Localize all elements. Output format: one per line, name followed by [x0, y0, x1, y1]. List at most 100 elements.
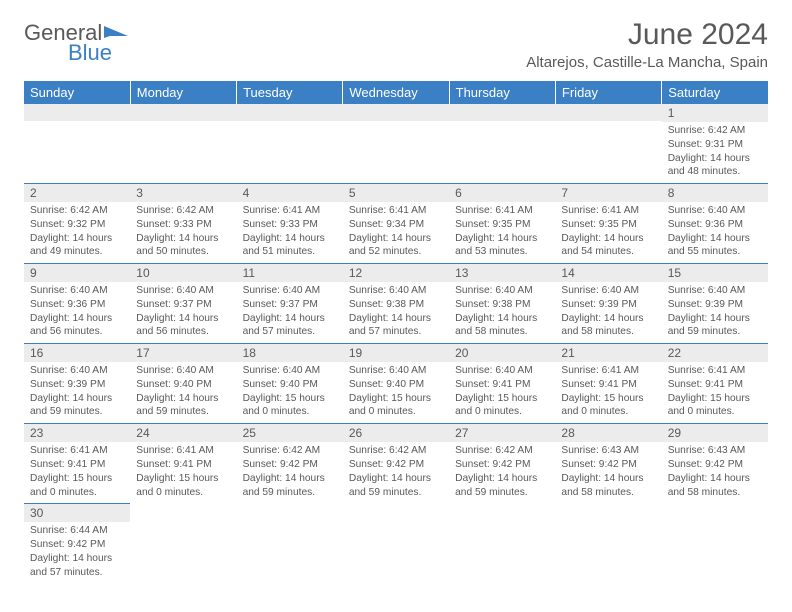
- sunset-text: Sunset: 9:39 PM: [561, 298, 655, 312]
- day-number-empty: [343, 104, 449, 121]
- day-content-empty: [237, 121, 343, 177]
- day-number: 10: [130, 264, 236, 282]
- sunrise-text: Sunrise: 6:41 AM: [349, 204, 443, 218]
- day-header: Sunday: [24, 81, 130, 104]
- location-label: Altarejos, Castille-La Mancha, Spain: [526, 54, 768, 71]
- calendar-cell: 8Sunrise: 6:40 AMSunset: 9:36 PMDaylight…: [662, 184, 768, 264]
- day-header: Friday: [555, 81, 661, 104]
- day-content-empty: [343, 121, 449, 177]
- calendar-header-row: SundayMondayTuesdayWednesdayThursdayFrid…: [24, 81, 768, 104]
- daylight-text: Daylight: 15 hours and 0 minutes.: [30, 472, 124, 500]
- calendar-cell: 3Sunrise: 6:42 AMSunset: 9:33 PMDaylight…: [130, 184, 236, 264]
- day-content: Sunrise: 6:43 AMSunset: 9:42 PMDaylight:…: [555, 442, 661, 503]
- day-number-empty: [130, 504, 236, 521]
- daylight-text: Daylight: 14 hours and 57 minutes.: [243, 312, 337, 340]
- calendar-cell: [343, 504, 449, 584]
- day-number: 5: [343, 184, 449, 202]
- day-number: 11: [237, 264, 343, 282]
- daylight-text: Daylight: 14 hours and 58 minutes.: [668, 472, 762, 500]
- day-header: Thursday: [449, 81, 555, 104]
- sunset-text: Sunset: 9:36 PM: [30, 298, 124, 312]
- daylight-text: Daylight: 14 hours and 54 minutes.: [561, 232, 655, 260]
- daylight-text: Daylight: 14 hours and 59 minutes.: [136, 392, 230, 420]
- day-number: 17: [130, 344, 236, 362]
- page-header: General Blue June 2024 Altarejos, Castil…: [24, 18, 768, 71]
- sunrise-text: Sunrise: 6:41 AM: [30, 444, 124, 458]
- day-number-empty: [237, 504, 343, 521]
- day-header: Saturday: [662, 81, 768, 104]
- calendar-cell: 16Sunrise: 6:40 AMSunset: 9:39 PMDayligh…: [24, 344, 130, 424]
- day-content: Sunrise: 6:40 AMSunset: 9:41 PMDaylight:…: [449, 362, 555, 423]
- daylight-text: Daylight: 15 hours and 0 minutes.: [243, 392, 337, 420]
- daylight-text: Daylight: 14 hours and 56 minutes.: [136, 312, 230, 340]
- sunset-text: Sunset: 9:37 PM: [243, 298, 337, 312]
- calendar-cell: 4Sunrise: 6:41 AMSunset: 9:33 PMDaylight…: [237, 184, 343, 264]
- day-content: Sunrise: 6:40 AMSunset: 9:36 PMDaylight:…: [662, 202, 768, 263]
- day-number: 15: [662, 264, 768, 282]
- daylight-text: Daylight: 15 hours and 0 minutes.: [136, 472, 230, 500]
- daylight-text: Daylight: 14 hours and 48 minutes.: [668, 152, 762, 180]
- day-content-empty: [449, 121, 555, 177]
- sunrise-text: Sunrise: 6:40 AM: [243, 364, 337, 378]
- day-content-empty: [237, 521, 343, 577]
- calendar-cell: 7Sunrise: 6:41 AMSunset: 9:35 PMDaylight…: [555, 184, 661, 264]
- sunset-text: Sunset: 9:39 PM: [30, 378, 124, 392]
- day-content-empty: [130, 521, 236, 577]
- calendar-cell: 9Sunrise: 6:40 AMSunset: 9:36 PMDaylight…: [24, 264, 130, 344]
- sunset-text: Sunset: 9:33 PM: [243, 218, 337, 232]
- day-number: 22: [662, 344, 768, 362]
- day-content: Sunrise: 6:41 AMSunset: 9:41 PMDaylight:…: [24, 442, 130, 503]
- sunrise-text: Sunrise: 6:40 AM: [30, 364, 124, 378]
- sunrise-text: Sunrise: 6:41 AM: [561, 364, 655, 378]
- day-content: Sunrise: 6:41 AMSunset: 9:33 PMDaylight:…: [237, 202, 343, 263]
- day-content: Sunrise: 6:42 AMSunset: 9:31 PMDaylight:…: [662, 122, 768, 183]
- daylight-text: Daylight: 15 hours and 0 minutes.: [668, 392, 762, 420]
- daylight-text: Daylight: 14 hours and 55 minutes.: [668, 232, 762, 260]
- sunset-text: Sunset: 9:34 PM: [349, 218, 443, 232]
- sunset-text: Sunset: 9:35 PM: [455, 218, 549, 232]
- day-content: Sunrise: 6:42 AMSunset: 9:42 PMDaylight:…: [449, 442, 555, 503]
- sunrise-text: Sunrise: 6:42 AM: [30, 204, 124, 218]
- sunrise-text: Sunrise: 6:40 AM: [349, 364, 443, 378]
- sunset-text: Sunset: 9:42 PM: [349, 458, 443, 472]
- calendar-cell: 10Sunrise: 6:40 AMSunset: 9:37 PMDayligh…: [130, 264, 236, 344]
- calendar-cell: 2Sunrise: 6:42 AMSunset: 9:32 PMDaylight…: [24, 184, 130, 264]
- daylight-text: Daylight: 14 hours and 53 minutes.: [455, 232, 549, 260]
- calendar-cell: 14Sunrise: 6:40 AMSunset: 9:39 PMDayligh…: [555, 264, 661, 344]
- day-content: Sunrise: 6:42 AMSunset: 9:42 PMDaylight:…: [343, 442, 449, 503]
- sunset-text: Sunset: 9:42 PM: [561, 458, 655, 472]
- sunrise-text: Sunrise: 6:43 AM: [561, 444, 655, 458]
- sunset-text: Sunset: 9:40 PM: [349, 378, 443, 392]
- sunset-text: Sunset: 9:38 PM: [349, 298, 443, 312]
- daylight-text: Daylight: 14 hours and 59 minutes.: [668, 312, 762, 340]
- day-content: Sunrise: 6:41 AMSunset: 9:41 PMDaylight:…: [662, 362, 768, 423]
- day-content: Sunrise: 6:40 AMSunset: 9:38 PMDaylight:…: [449, 282, 555, 343]
- calendar-cell: 6Sunrise: 6:41 AMSunset: 9:35 PMDaylight…: [449, 184, 555, 264]
- day-number-empty: [555, 104, 661, 121]
- day-number: 3: [130, 184, 236, 202]
- calendar-cell: 29Sunrise: 6:43 AMSunset: 9:42 PMDayligh…: [662, 424, 768, 504]
- day-number: 8: [662, 184, 768, 202]
- day-content: Sunrise: 6:44 AMSunset: 9:42 PMDaylight:…: [24, 522, 130, 583]
- day-content: Sunrise: 6:40 AMSunset: 9:40 PMDaylight:…: [343, 362, 449, 423]
- day-number: 24: [130, 424, 236, 442]
- sunrise-text: Sunrise: 6:42 AM: [349, 444, 443, 458]
- sunrise-text: Sunrise: 6:40 AM: [30, 284, 124, 298]
- sunrise-text: Sunrise: 6:40 AM: [136, 364, 230, 378]
- calendar-week: 30Sunrise: 6:44 AMSunset: 9:42 PMDayligh…: [24, 504, 768, 584]
- calendar-cell: 20Sunrise: 6:40 AMSunset: 9:41 PMDayligh…: [449, 344, 555, 424]
- day-number-empty: [24, 104, 130, 121]
- calendar-cell: 24Sunrise: 6:41 AMSunset: 9:41 PMDayligh…: [130, 424, 236, 504]
- sunrise-text: Sunrise: 6:40 AM: [668, 204, 762, 218]
- day-content: Sunrise: 6:41 AMSunset: 9:35 PMDaylight:…: [449, 202, 555, 263]
- daylight-text: Daylight: 14 hours and 50 minutes.: [136, 232, 230, 260]
- day-header: Tuesday: [237, 81, 343, 104]
- sunset-text: Sunset: 9:41 PM: [455, 378, 549, 392]
- daylight-text: Daylight: 14 hours and 58 minutes.: [455, 312, 549, 340]
- daylight-text: Daylight: 14 hours and 59 minutes.: [243, 472, 337, 500]
- day-number: 23: [24, 424, 130, 442]
- day-content-empty: [24, 121, 130, 177]
- calendar-cell: 21Sunrise: 6:41 AMSunset: 9:41 PMDayligh…: [555, 344, 661, 424]
- sunrise-text: Sunrise: 6:41 AM: [561, 204, 655, 218]
- sunrise-text: Sunrise: 6:43 AM: [668, 444, 762, 458]
